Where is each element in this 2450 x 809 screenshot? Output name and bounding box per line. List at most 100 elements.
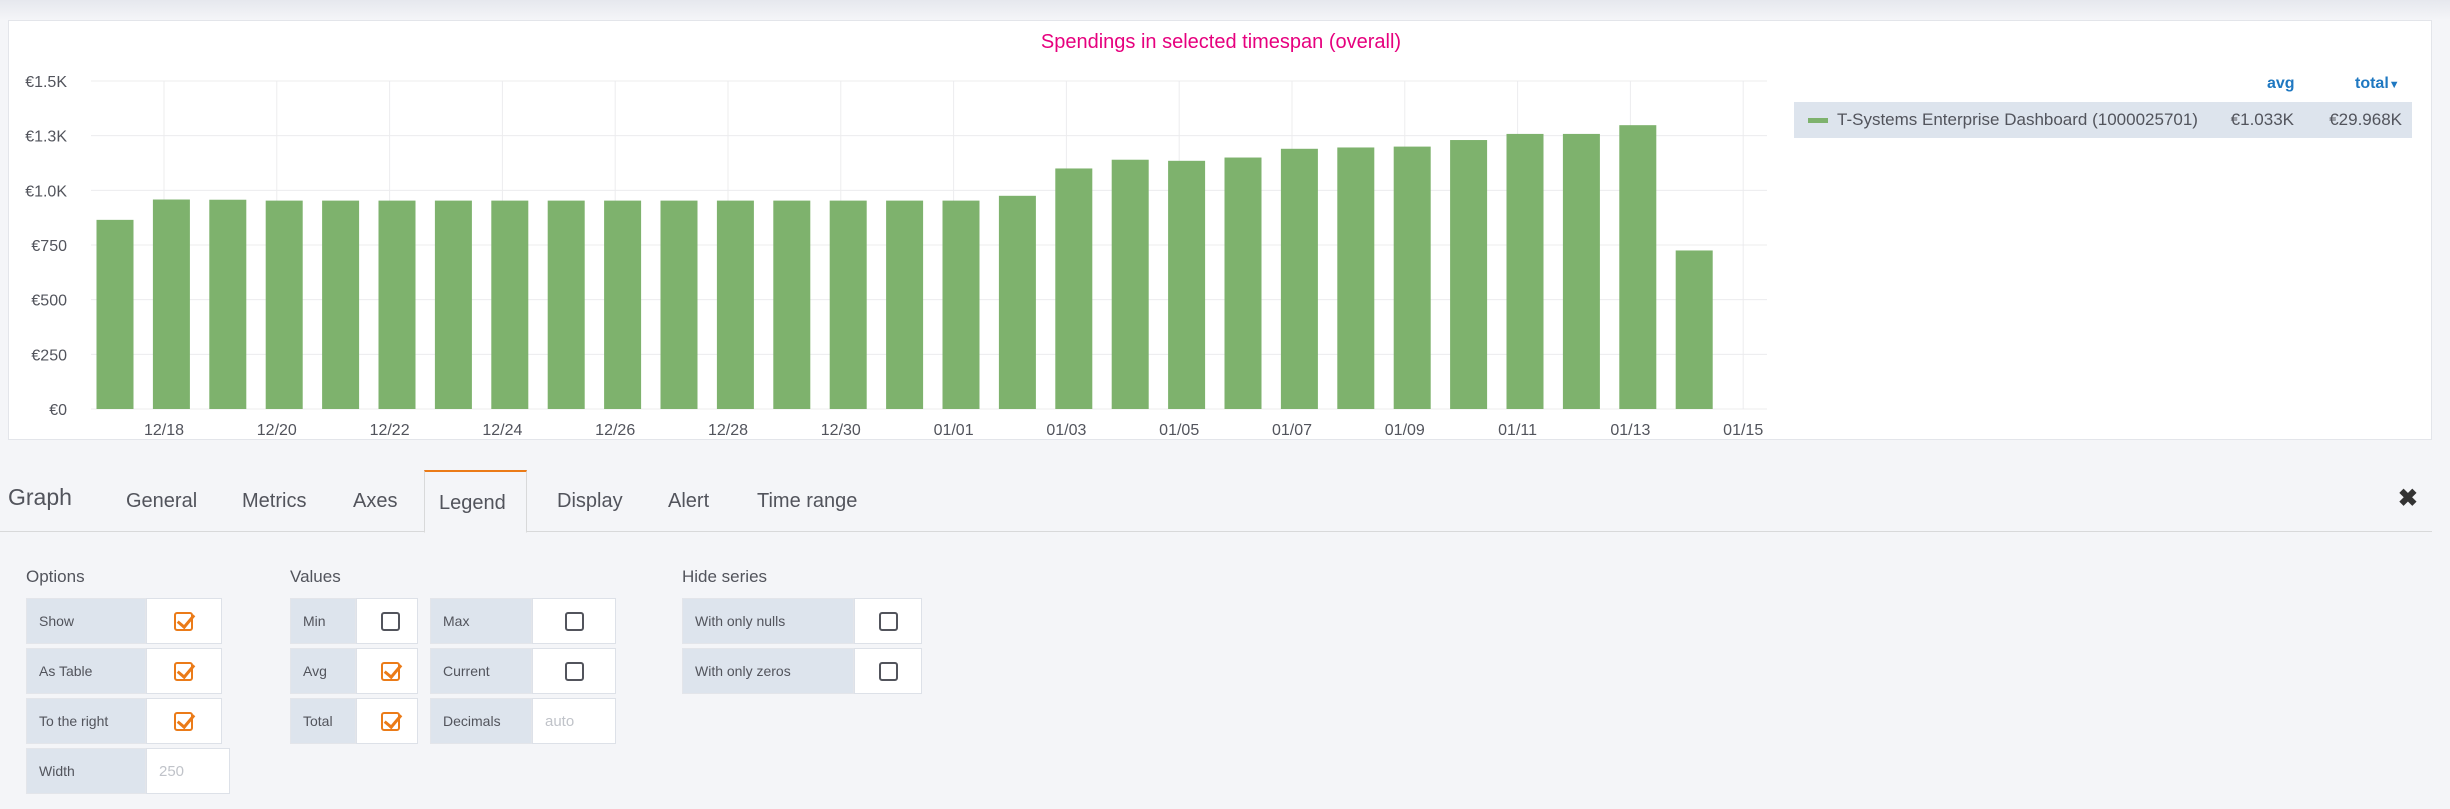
tab-time-range[interactable]: Time range (757, 490, 858, 512)
bar (152, 199, 190, 409)
bar (547, 200, 585, 409)
legend-series-avg: €1.033K (2230, 110, 2294, 129)
total-label: Total (290, 698, 356, 744)
only-nulls-checkbox-box[interactable] (854, 598, 922, 644)
avg-checkbox-box[interactable] (356, 648, 418, 694)
legend-header-total-label: total (2355, 75, 2389, 92)
bar (942, 200, 980, 409)
width-input-box[interactable] (146, 748, 230, 794)
y-tick-label: €750 (31, 238, 67, 255)
avg-label: Avg (290, 648, 356, 694)
legend-header-total[interactable]: total▼ (2355, 75, 2400, 93)
y-tick-label: €250 (31, 347, 67, 364)
bar (829, 200, 867, 409)
y-tick-label: €1.0K (25, 183, 67, 200)
tab-axes[interactable]: Axes (353, 490, 398, 512)
min-checkbox[interactable] (381, 612, 400, 631)
show-label: Show (26, 598, 146, 644)
as-table-label: As Table (26, 648, 146, 694)
x-tick-label: 12/26 (595, 422, 635, 439)
only-zeros-checkbox-box[interactable] (854, 648, 922, 694)
bar (491, 200, 529, 409)
total-checkbox-box[interactable] (356, 698, 418, 744)
y-tick-label: €1.3K (25, 129, 67, 146)
bar (1675, 250, 1713, 409)
decimals-label: Decimals (430, 698, 532, 744)
x-tick-label: 01/03 (1046, 422, 1086, 439)
current-label: Current (430, 648, 532, 694)
show-checkbox[interactable] (174, 612, 193, 631)
series-color-swatch[interactable] (1808, 118, 1828, 123)
max-label: Max (430, 598, 532, 644)
to-right-checkbox[interactable] (174, 712, 193, 731)
editor-tab-bar: Graph General Metrics Axes Legend Displa… (0, 470, 2432, 533)
bar (1506, 133, 1544, 409)
to-right-checkbox-box[interactable] (146, 698, 222, 744)
x-tick-label: 01/01 (934, 422, 974, 439)
only-nulls-label: With only nulls (682, 598, 854, 644)
bar (434, 200, 472, 409)
legend-series-row[interactable]: T-Systems Enterprise Dashboard (10000257… (1794, 102, 2412, 138)
x-tick-label: 01/11 (1498, 422, 1537, 439)
bar (1280, 148, 1318, 409)
bar (378, 200, 416, 409)
panel-title: Spendings in selected timespan (overall) (1040, 31, 1402, 53)
x-tick-label: 12/24 (482, 422, 522, 439)
current-checkbox[interactable] (565, 662, 584, 681)
hide-series-section-title: Hide series (682, 567, 768, 586)
tab-display[interactable]: Display (557, 490, 623, 512)
tab-alert[interactable]: Alert (668, 490, 710, 512)
tab-legend[interactable]: Legend (424, 470, 527, 533)
show-checkbox-box[interactable] (146, 598, 222, 644)
values-section-title: Values (290, 567, 341, 586)
editor-title: Graph (8, 484, 72, 510)
graph-panel: Spendings in selected timespan (overall)… (8, 20, 2432, 440)
max-checkbox-box[interactable] (532, 598, 616, 644)
max-checkbox[interactable] (565, 612, 584, 631)
bar (96, 219, 134, 409)
bar (322, 200, 360, 409)
only-zeros-checkbox[interactable] (879, 662, 898, 681)
width-label: Width (26, 748, 146, 794)
x-tick-label: 12/18 (144, 422, 184, 439)
bar (1224, 157, 1262, 409)
bar (1619, 125, 1657, 410)
total-checkbox[interactable] (381, 712, 400, 731)
bar (1111, 159, 1149, 409)
bar (1450, 140, 1488, 409)
x-tick-label: 12/22 (370, 422, 410, 439)
bar (209, 199, 247, 409)
only-zeros-label: With only zeros (682, 648, 854, 694)
tab-metrics[interactable]: Metrics (242, 490, 307, 512)
caret-down-icon: ▼ (2388, 79, 2400, 91)
y-tick-label: €1.5K (25, 74, 67, 91)
bar (716, 200, 754, 409)
as-table-checkbox-box[interactable] (146, 648, 222, 694)
legend-header-avg[interactable]: avg (2267, 75, 2295, 92)
y-tick-label: €500 (31, 293, 67, 310)
decimals-input-box[interactable] (532, 698, 616, 744)
only-nulls-checkbox[interactable] (879, 612, 898, 631)
avg-checkbox[interactable] (381, 662, 400, 681)
as-table-checkbox[interactable] (174, 662, 193, 681)
legend-series-name[interactable]: T-Systems Enterprise Dashboard (10000257… (1837, 110, 2198, 129)
bar (773, 200, 811, 409)
min-checkbox-box[interactable] (356, 598, 418, 644)
bar (1168, 160, 1206, 409)
current-checkbox-box[interactable] (532, 648, 616, 694)
x-tick-label: 01/13 (1610, 422, 1650, 439)
tab-general[interactable]: General (126, 490, 198, 512)
bar (1055, 168, 1093, 409)
x-tick-label: 01/05 (1159, 422, 1199, 439)
legend-series-total: €29.968K (2329, 110, 2402, 129)
y-tick-label: €0 (49, 402, 67, 419)
decimals-input[interactable] (533, 699, 615, 743)
to-right-label: To the right (26, 698, 146, 744)
bar (1562, 133, 1600, 409)
width-input[interactable] (147, 749, 229, 793)
bar (1337, 147, 1375, 409)
bar-chart: €0 €250 €500 €750 €1.0K €1.3K €1.5K 12/18 12/20 1… (25, 74, 1767, 439)
bar (604, 200, 642, 409)
close-icon[interactable]: ✖ (2397, 485, 2418, 512)
options-section-title: Options (26, 567, 85, 586)
